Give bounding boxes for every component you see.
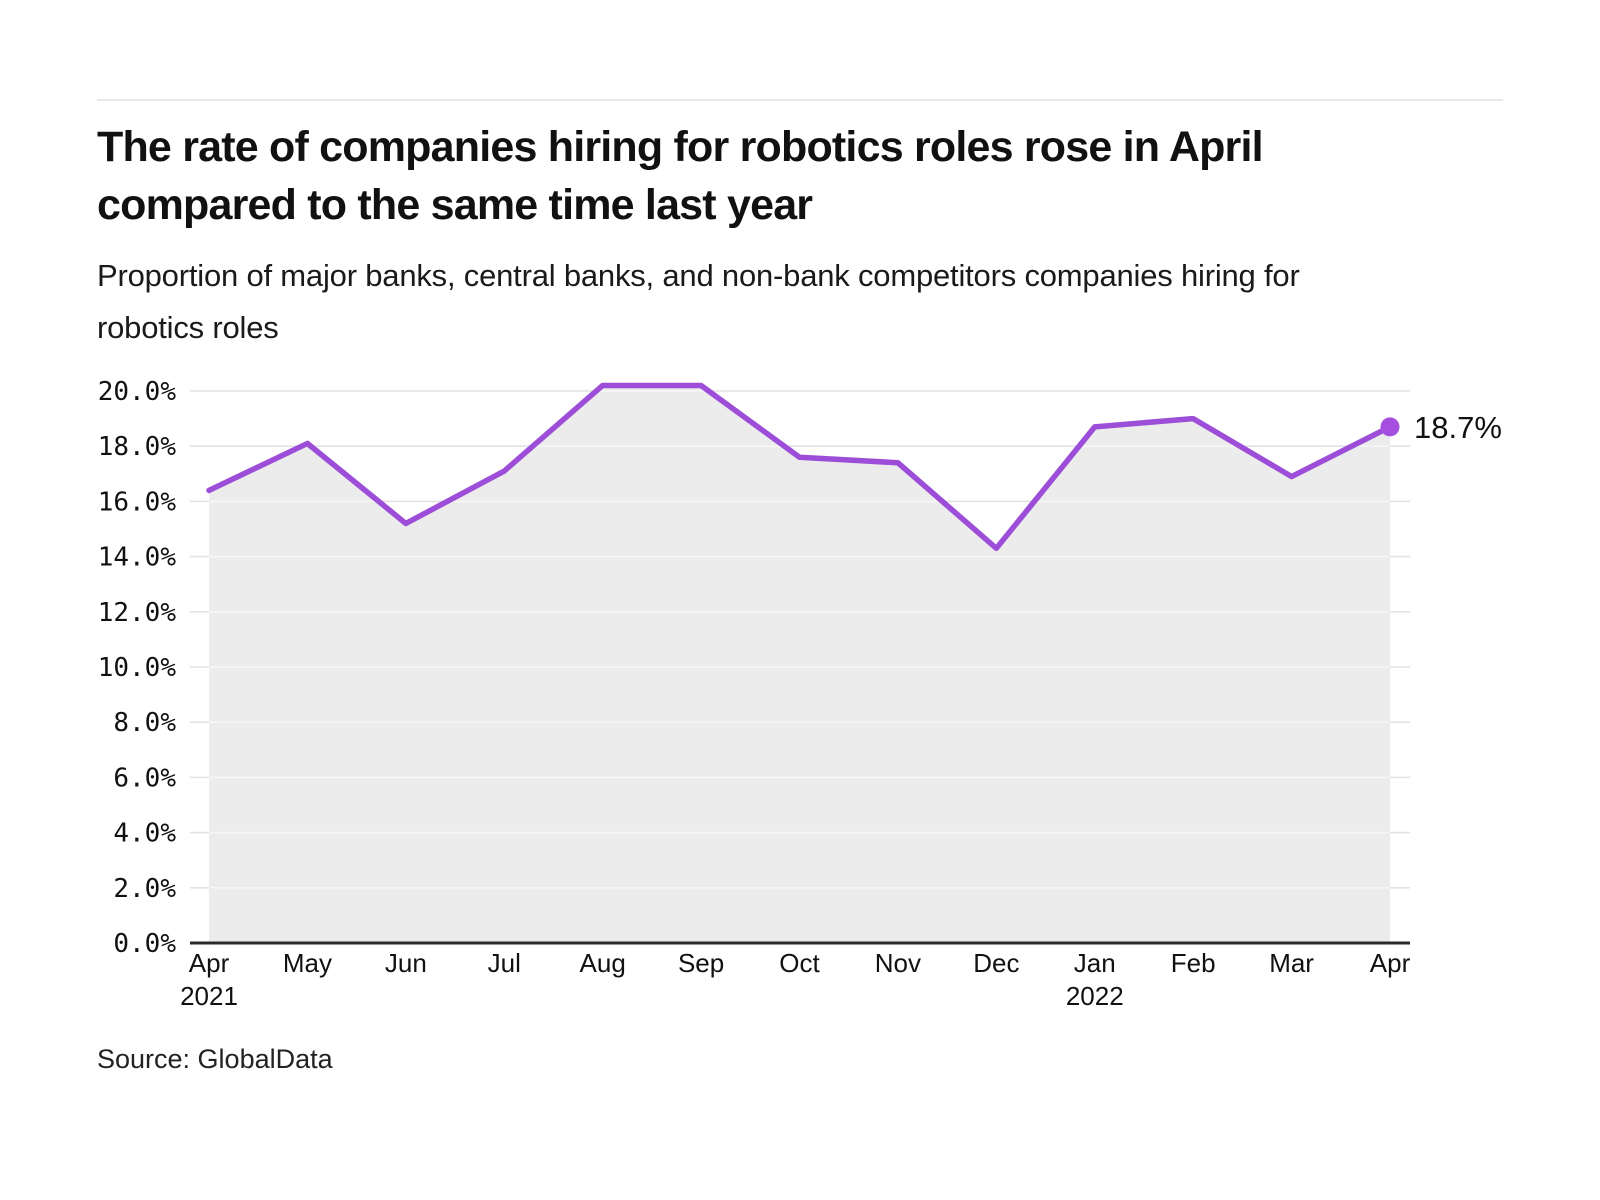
y-tick-label: 4.0%: [113, 819, 176, 849]
y-tick-label: 16.0%: [98, 487, 177, 517]
robotics-hiring-line-chart: 18.7% 0.0% 2.0% 4.0% 6.0% 8.0% 10.0% 12.0% 14.0%…: [98, 377, 1502, 1011]
x-tick-label: Oct: [779, 948, 820, 978]
x-tick-label: Feb: [1171, 948, 1216, 978]
end-point-label: 18.7%: [1414, 410, 1502, 445]
data-line: [206, 382, 1393, 552]
source-note: Source: GlobalData: [97, 1044, 333, 1074]
x-tick-label: Aug: [580, 948, 626, 978]
chart-subtitle: Proportion of major banks, central banks…: [97, 258, 1300, 345]
x-tick-label: Jun: [385, 948, 427, 978]
x-tick-label: Apr: [1370, 948, 1411, 978]
y-tick-label: 12.0%: [98, 598, 177, 628]
x-tick-label: Mar: [1269, 948, 1314, 978]
y-tick-label: 18.0%: [98, 432, 177, 462]
x-tick-label: Apr: [189, 948, 230, 978]
chart-title: The rate of companies hiring for robotic…: [97, 123, 1264, 229]
x-tick-year-label: 2022: [1066, 981, 1124, 1011]
end-point-dot: [1380, 417, 1400, 437]
y-tick-label: 0.0%: [113, 929, 176, 959]
x-tick-label: Nov: [875, 948, 921, 978]
y-tick-label: 6.0%: [113, 763, 176, 793]
x-tick-label: Jan: [1074, 948, 1116, 978]
y-tick-label: 2.0%: [113, 874, 176, 904]
y-tick-label: 10.0%: [98, 653, 177, 683]
top-divider: [97, 99, 1503, 101]
area-fill: [209, 385, 1390, 944]
x-tick-label: Jul: [488, 948, 521, 978]
x-tick-label: Dec: [973, 948, 1019, 978]
x-tick-label: Sep: [678, 948, 724, 978]
y-tick-label: 8.0%: [113, 708, 176, 738]
y-tick-label: 14.0%: [98, 543, 177, 573]
y-tick-label: 20.0%: [98, 377, 177, 407]
x-tick-year-label: 2021: [180, 981, 238, 1011]
x-tick-label: May: [283, 948, 332, 978]
